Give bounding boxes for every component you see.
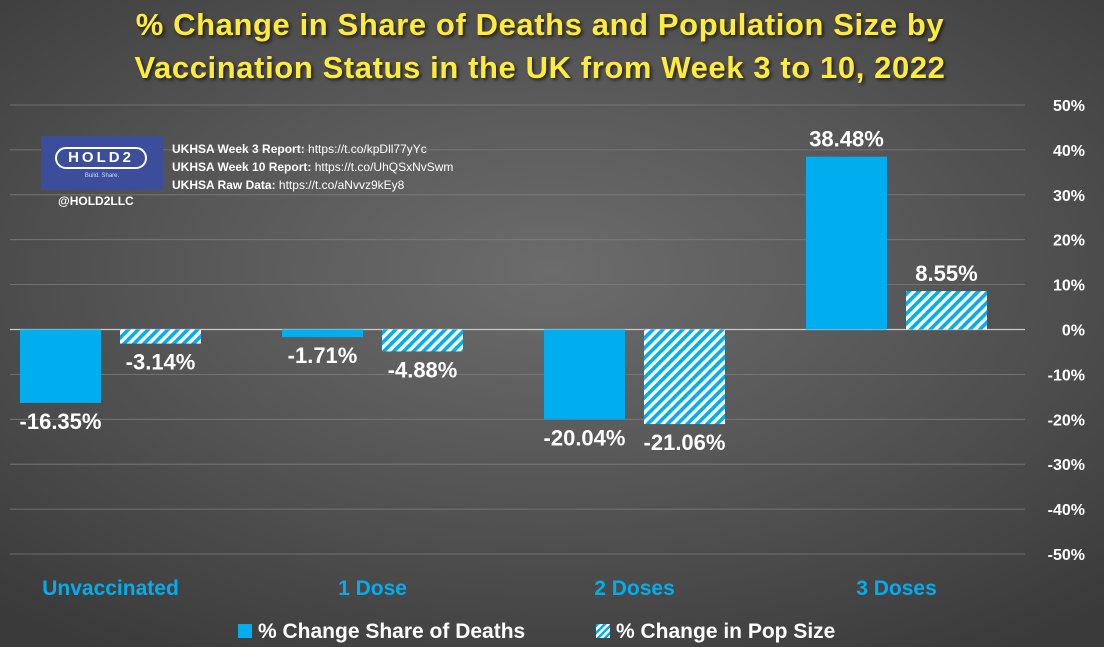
category-label: 2 Doses — [594, 577, 675, 600]
y-tick-label: -30% — [1048, 457, 1085, 474]
y-axis: 50% 40% 30% 20% 10% 0% -10% -20% -30% -40% -50% — [1048, 98, 1085, 564]
twitter-handle: @HOLD2LLC — [58, 194, 134, 208]
sources-list: UKHSA Week 3 Report: https://t.co/kpDll7… — [172, 140, 453, 194]
data-label: -21.06% — [644, 430, 726, 455]
y-tick-label: -10% — [1048, 367, 1085, 384]
y-tick-label: 50% — [1053, 98, 1085, 115]
y-tick-label: 40% — [1053, 143, 1085, 160]
source-week10: UKHSA Week 10 Report: https://t.co/UhQSx… — [172, 158, 453, 176]
logo-frame: HOLD2 — [55, 147, 147, 169]
data-label: -3.14% — [126, 350, 196, 375]
bar-pop-size-2-doses — [644, 329, 725, 425]
y-tick-label: -40% — [1048, 502, 1085, 519]
data-label: -20.04% — [544, 425, 626, 450]
x-axis: Unvaccinated 1 Dose 2 Doses 3 Doses — [42, 577, 937, 600]
bars — [20, 156, 987, 425]
data-label: 38.48% — [809, 127, 884, 152]
logo-tagline: Build. Share. — [84, 173, 120, 179]
data-label: -1.71% — [288, 343, 358, 368]
legend-label: % Change in Pop Size — [616, 620, 836, 643]
source-label: UKHSA Raw Data: — [172, 178, 276, 192]
bar-deaths-unvaccinated — [20, 329, 101, 403]
bar-pop-size-3-doses — [906, 291, 987, 330]
source-label: UKHSA Week 3 Report: — [172, 142, 305, 156]
source-link[interactable]: https://t.co/aNvvz9kEy8 — [278, 178, 405, 192]
legend-swatch-hatched — [596, 624, 610, 638]
source-raw-data: UKHSA Raw Data: https://t.co/aNvvz9kEy8 — [172, 176, 453, 194]
hold2-logo: HOLD2 Build. Share. — [41, 136, 163, 190]
source-label: UKHSA Week 10 Report: — [172, 160, 312, 174]
source-link[interactable]: https://t.co/UhQSxNvSwm — [314, 160, 454, 174]
bar-deaths-2-doses — [544, 329, 625, 420]
data-label: -16.35% — [20, 409, 102, 434]
y-tick-label: 10% — [1053, 278, 1085, 295]
category-label: Unvaccinated — [42, 577, 179, 600]
legend-label: % Change Share of Deaths — [258, 620, 526, 643]
source-link[interactable]: https://t.co/kpDll77yYc — [308, 142, 427, 156]
y-tick-label: -20% — [1048, 412, 1085, 429]
legend: % Change Share of Deaths % Change in Pop… — [0, 618, 1104, 646]
chart-title-line-2: Vaccination Status in the UK from Week 3… — [134, 50, 946, 85]
legend-swatch-solid — [238, 624, 252, 638]
bar-pop-size-1-dose — [382, 329, 463, 352]
chart-title-line-1: % Change in Share of Deaths and Populati… — [135, 7, 945, 42]
logo-brand: HOLD2 — [68, 149, 134, 166]
bar-deaths-1-dose — [282, 329, 363, 338]
y-tick-label: 0% — [1062, 323, 1085, 340]
category-label: 3 Doses — [856, 577, 937, 600]
y-tick-label: 20% — [1053, 233, 1085, 250]
chart-title: % Change in Share of Deaths and Populati… — [0, 3, 1080, 89]
y-tick-label: 30% — [1053, 188, 1085, 205]
legend-item-deaths: % Change Share of Deaths — [238, 618, 525, 646]
legend-item-pop-size: % Change in Pop Size — [596, 618, 835, 646]
source-week3: UKHSA Week 3 Report: https://t.co/kpDll7… — [172, 140, 453, 158]
bar-pop-size-unvaccinated — [120, 329, 201, 344]
bar-deaths-3-doses — [806, 156, 887, 330]
data-label: 8.55% — [915, 261, 977, 286]
y-tick-label: -50% — [1048, 547, 1085, 564]
data-labels: -16.35% -1.71% -20.04% 38.48% -3.14% -4.88% -2… — [20, 127, 978, 455]
data-label: -4.88% — [388, 357, 458, 382]
category-label: 1 Dose — [338, 577, 407, 600]
